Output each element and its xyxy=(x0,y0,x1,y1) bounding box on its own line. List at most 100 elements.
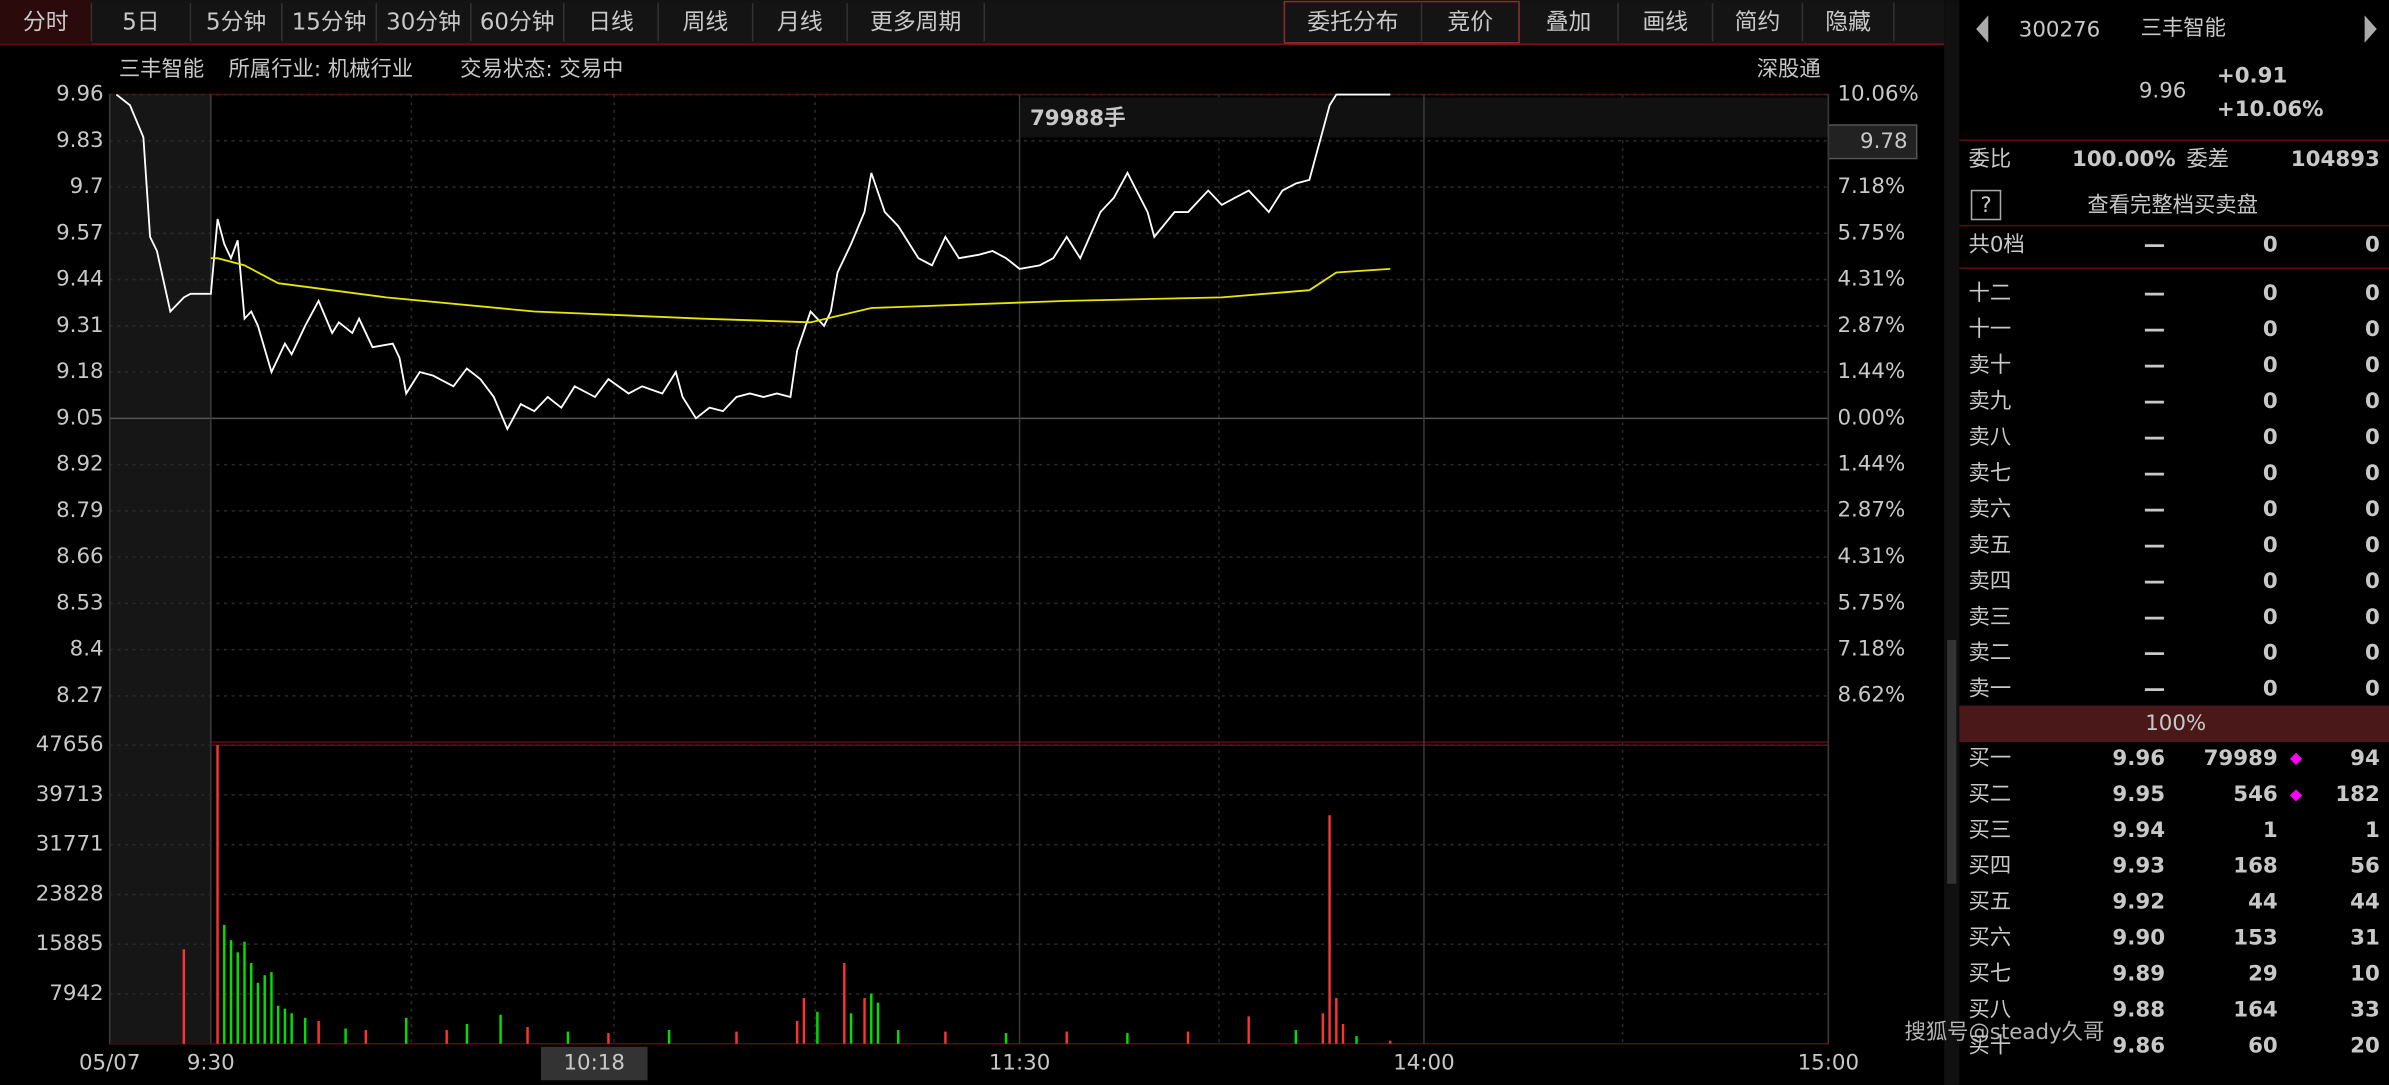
volume-bar xyxy=(802,998,806,1044)
cursor-time-box xyxy=(540,1046,648,1081)
level-label: 买四 xyxy=(1968,854,2011,879)
y-tick-label: 9.05 xyxy=(56,405,104,430)
y-tick-label: 8.4 xyxy=(70,637,104,662)
help-box[interactable] xyxy=(1970,189,2002,221)
level-label: 卖四 xyxy=(1968,569,2011,594)
tab[interactable]: 月线 xyxy=(777,9,823,35)
volume-bar xyxy=(270,972,273,1044)
prev-button[interactable] xyxy=(1976,15,1989,43)
tab[interactable]: 30分钟 xyxy=(386,9,461,35)
volume-tick-label: 23828 xyxy=(36,881,104,906)
level-count: 0 xyxy=(2365,641,2380,666)
volume-tick-label: 15885 xyxy=(36,931,104,956)
level-label: 买十 xyxy=(1968,1034,2011,1059)
level-count: 10 xyxy=(2350,962,2380,987)
y-tick-label: 8.79 xyxy=(56,498,104,523)
level-qty: 0 xyxy=(2263,677,2278,702)
bid-markers xyxy=(2289,752,2303,802)
tab[interactable]: 周线 xyxy=(683,9,729,35)
volume-bar xyxy=(897,1030,900,1044)
level-qty: 44 xyxy=(2248,890,2278,915)
tab[interactable]: 日线 xyxy=(588,9,634,35)
tab[interactable]: 简约 xyxy=(1735,9,1781,35)
volume-bar xyxy=(870,993,873,1044)
ratio-bar-label: 100% xyxy=(2145,711,2206,736)
help[interactable]: ? xyxy=(1980,193,1991,218)
level-label: 共0档 xyxy=(1968,232,2024,257)
level-price: 9.96 xyxy=(2112,746,2165,771)
ratio: 100.00% xyxy=(2072,147,2176,172)
volume-bar xyxy=(1004,1033,1008,1044)
ratio-label: 委比 xyxy=(1968,147,2011,172)
volume-bar xyxy=(816,1011,819,1044)
level-qty: 79989 xyxy=(2204,746,2278,771)
level-qty: 546 xyxy=(2233,782,2278,807)
x-tick-label: 9:30 xyxy=(187,1051,235,1076)
book-link[interactable]: 查看完整档买卖盘 xyxy=(2087,193,2258,218)
tab[interactable]: 叠加 xyxy=(1546,9,1592,35)
level-count: 0 xyxy=(2365,389,2380,414)
volume-bar xyxy=(182,949,186,1044)
level-label: 买二 xyxy=(1968,782,2011,807)
y-tick-label: 8.92 xyxy=(56,452,104,477)
level-count: 0 xyxy=(2365,317,2380,342)
level-label: 买五 xyxy=(1968,890,2011,915)
level-price: — xyxy=(2144,353,2165,378)
tab[interactable]: 更多周期 xyxy=(870,9,961,35)
tab[interactable]: 分时 xyxy=(23,9,69,35)
tab[interactable]: 5日 xyxy=(122,9,159,35)
tab[interactable]: 竞价 xyxy=(1447,9,1493,35)
y2-tick-label: 5.75% xyxy=(1837,220,1905,245)
level-qty: 60 xyxy=(2248,1034,2278,1059)
y-tick-label: 9.18 xyxy=(56,359,104,384)
level-count: 0 xyxy=(2365,677,2380,702)
level-price: — xyxy=(2144,605,2165,630)
tab[interactable]: 委托分布 xyxy=(1307,9,1398,35)
tab[interactable]: 15分钟 xyxy=(292,9,367,35)
volume-bar xyxy=(344,1028,347,1044)
next-button[interactable] xyxy=(2364,15,2377,43)
level-qty: 0 xyxy=(2263,425,2278,450)
volume-bar xyxy=(1328,815,1331,1044)
tab[interactable]: 画线 xyxy=(1642,9,1688,35)
volume-bar xyxy=(843,963,846,1044)
y2-tick-label: 2.87% xyxy=(1837,313,1905,338)
y-tick-label: 9.96 xyxy=(56,82,104,107)
level-label: 卖五 xyxy=(1968,533,2011,558)
volume-bar xyxy=(216,745,219,1044)
y-tick-label: 8.66 xyxy=(56,544,104,569)
price: 9.96 xyxy=(2139,79,2187,104)
tab[interactable]: 5分钟 xyxy=(206,9,266,35)
cursor-price: 9.78 xyxy=(1860,129,1908,154)
volume-tick-label: 7942 xyxy=(49,981,103,1006)
volume-bar xyxy=(876,1002,880,1044)
y2-tick-label: 10.06% xyxy=(1837,82,1918,107)
splitter-handle xyxy=(1947,640,1957,884)
level-count: 0 xyxy=(2365,232,2380,257)
price-line xyxy=(210,257,1391,324)
y-tick-label: 9.7 xyxy=(70,174,104,199)
tab[interactable]: 隐藏 xyxy=(1825,9,1871,35)
level-price: — xyxy=(2144,533,2165,558)
name: 三丰智能 xyxy=(2141,16,2226,41)
watermark: 搜狐号@steady久哥 xyxy=(1904,1020,2104,1045)
level-qty: 0 xyxy=(2263,389,2278,414)
industry: 所属行业: 机械行业 xyxy=(229,57,414,82)
level-price: — xyxy=(2144,461,2165,486)
level-count: 31 xyxy=(2350,926,2380,951)
volume-bar xyxy=(1341,1023,1345,1044)
tab-border xyxy=(1283,0,1520,44)
level-price: 9.93 xyxy=(2112,854,2165,879)
level-label: 卖九 xyxy=(1968,389,2011,414)
level-label: 买一 xyxy=(1968,746,2011,771)
code: 300276 xyxy=(2019,18,2100,43)
volume-bar xyxy=(276,1005,280,1044)
level-qty: 29 xyxy=(2248,962,2278,987)
level-qty: 153 xyxy=(2233,926,2278,951)
level-price: — xyxy=(2144,281,2165,306)
stock-name: 三丰智能 xyxy=(119,57,204,82)
tab[interactable]: 60分钟 xyxy=(480,9,555,35)
volume-bar xyxy=(1126,1033,1129,1044)
